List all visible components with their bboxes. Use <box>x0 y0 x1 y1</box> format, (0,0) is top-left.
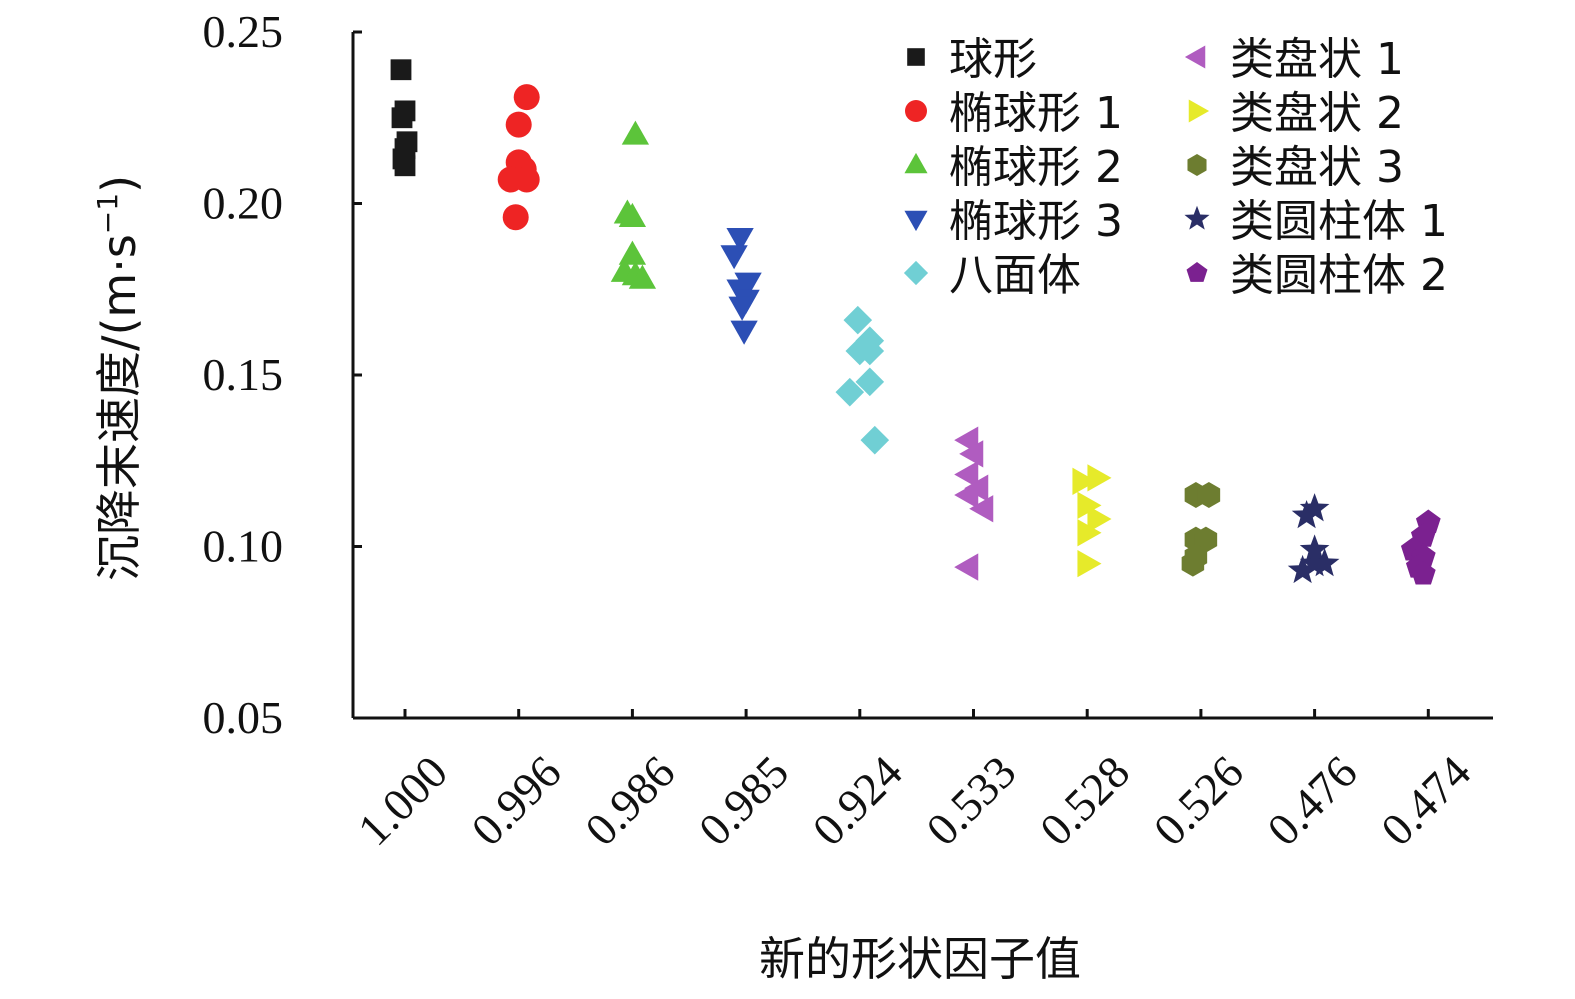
data-point <box>959 440 984 468</box>
data-point <box>954 460 979 489</box>
y-tick-label: 0.25 <box>203 6 284 57</box>
data-point <box>1087 464 1112 492</box>
y-tick-label: 0.05 <box>203 692 284 743</box>
y-tick-labels: 0.05 0.10 0.15 0.20 0.25 <box>203 6 284 743</box>
data-point <box>628 264 657 289</box>
data-point <box>1194 526 1218 553</box>
data-point <box>969 495 994 523</box>
legend-marker <box>1186 262 1208 282</box>
x-tick-label: 0.986 <box>575 746 684 855</box>
data-point <box>855 367 885 397</box>
x-tick-labels: 1.000 0.996 0.986 0.985 0.924 0.533 0.528 0.526… <box>348 746 1481 855</box>
legend-label: 类圆柱体 2 <box>1230 250 1448 301</box>
data-point <box>1299 493 1330 522</box>
x-tick-label: 0.476 <box>1257 746 1366 855</box>
data-point <box>391 107 413 129</box>
axes <box>351 30 1493 720</box>
y-tick-label: 0.20 <box>203 178 284 229</box>
x-tick-label: 0.924 <box>803 746 912 855</box>
data-point <box>1181 550 1205 577</box>
legend-label: 八面体 <box>949 250 1081 301</box>
legend-marker <box>1187 154 1207 176</box>
data-point <box>855 336 885 366</box>
legend-label: 类盘状 1 <box>1230 34 1404 85</box>
y-axis-title-close: ) <box>92 175 146 193</box>
legend-label: 类盘状 3 <box>1230 142 1404 193</box>
x-axis-title: 新的形状因子值 <box>759 932 1081 986</box>
data-point <box>1291 500 1322 529</box>
legend-marker <box>903 260 929 286</box>
legend-label: 类圆柱体 1 <box>1230 196 1448 247</box>
legend-label: 球形 <box>949 34 1037 85</box>
data-point <box>394 155 416 177</box>
data-point <box>502 204 529 231</box>
data-point <box>513 166 540 193</box>
data-point <box>954 481 979 509</box>
data-point <box>1087 505 1112 533</box>
legend-marker <box>905 100 927 122</box>
data-point <box>860 425 890 455</box>
legend-label: 椭球形 1 <box>949 88 1123 139</box>
y-tick-label: 0.10 <box>203 521 284 572</box>
legend-marker <box>904 210 928 232</box>
x-tick-label: 0.528 <box>1030 746 1139 855</box>
legend-marker <box>1184 45 1206 69</box>
data-point <box>1410 560 1436 585</box>
data-point <box>1287 554 1318 584</box>
x-tick-label: 0.474 <box>1371 746 1480 855</box>
legend-marker <box>1184 205 1210 230</box>
data-point <box>730 320 758 345</box>
x-tick-label: 0.533 <box>916 746 1025 855</box>
data-point <box>1197 482 1221 509</box>
data-point <box>618 240 647 265</box>
x-tick-label: 1.000 <box>348 746 457 855</box>
legend-label: 椭球形 2 <box>949 142 1123 193</box>
data-point <box>726 228 754 253</box>
data-point <box>1077 550 1102 578</box>
data-point <box>843 305 873 335</box>
data-point <box>1077 519 1102 547</box>
data-point <box>728 296 756 321</box>
data-point <box>618 202 647 227</box>
data-point <box>1309 548 1340 577</box>
x-tick-label: 0.985 <box>689 746 798 855</box>
legend-marker <box>907 48 925 66</box>
data-point <box>1077 491 1102 519</box>
legend-marker <box>1188 99 1210 123</box>
legend-label: 类盘状 2 <box>1230 88 1404 139</box>
y-axis-title-sup: −1 <box>91 193 124 234</box>
legend-marker <box>904 152 928 174</box>
data-point <box>390 59 412 81</box>
data-points <box>390 59 1441 585</box>
x-tick-label: 0.996 <box>462 746 571 855</box>
data-point <box>835 377 865 407</box>
x-tick-label: 0.526 <box>1144 746 1253 855</box>
data-point <box>621 120 650 145</box>
y-axis-title-main: 沉降末速度/(m·s <box>92 234 146 581</box>
data-point <box>513 84 540 111</box>
data-point <box>1072 467 1097 495</box>
data-point <box>720 245 748 270</box>
data-point <box>505 111 532 138</box>
data-point <box>954 553 979 581</box>
y-axis-title: 沉降末速度/(m·s−1) <box>91 175 146 581</box>
y-tick-label: 0.15 <box>203 349 284 400</box>
legend-label: 椭球形 3 <box>949 196 1123 247</box>
